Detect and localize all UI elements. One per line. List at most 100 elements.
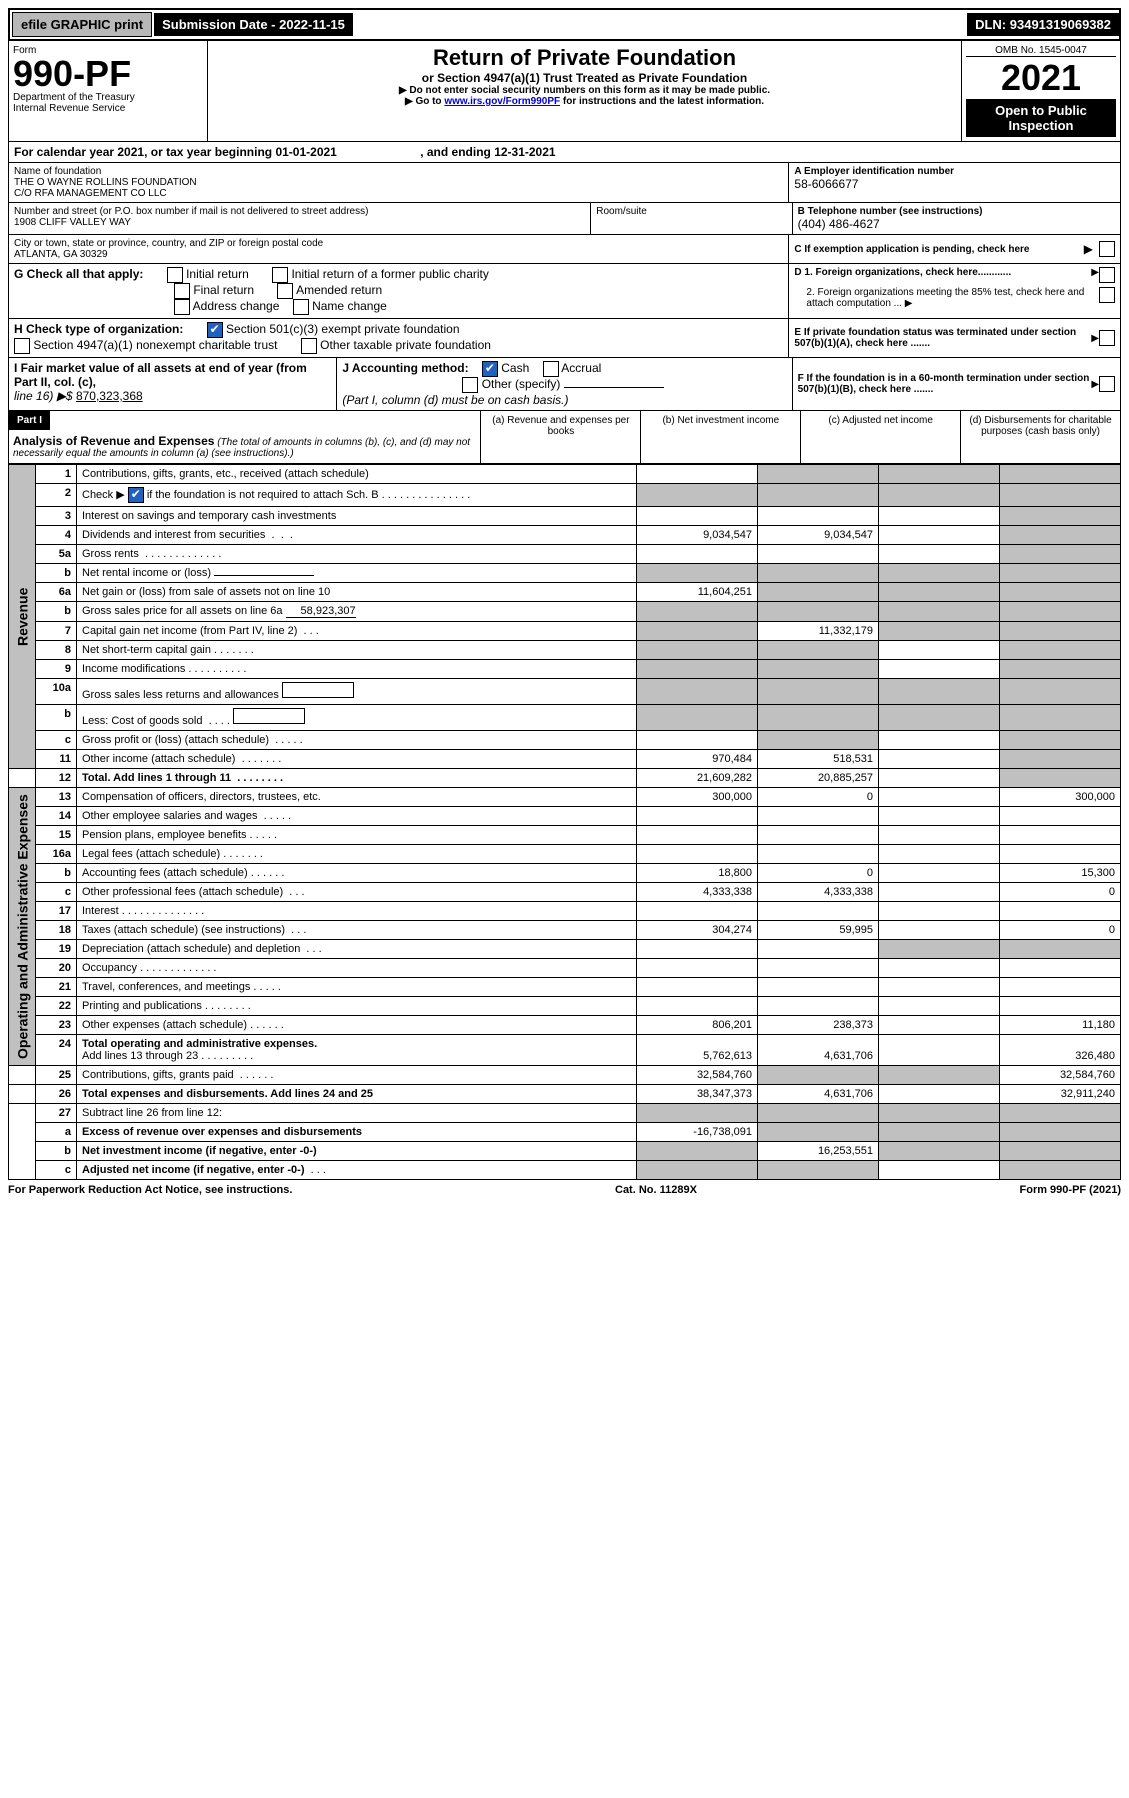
line-num: 8 (36, 641, 77, 660)
table-row: b Net rental income or (loss) (9, 564, 1121, 583)
table-row: b Less: Cost of goods sold . . . . (9, 705, 1121, 731)
line-num: 13 (36, 788, 77, 807)
h-4947-checkbox[interactable] (14, 338, 30, 354)
footer-mid: Cat. No. 11289X (615, 1184, 697, 1196)
line-num: 12 (36, 769, 77, 788)
line-num: 5a (36, 545, 77, 564)
l11-text: Other income (attach schedule) (82, 753, 235, 765)
l5a-text: Gross rents (82, 548, 139, 560)
g-opt4: Amended return (296, 283, 382, 297)
g-d-row: G Check all that apply: Initial return I… (8, 264, 1121, 319)
line-desc: Total operating and administrative expen… (77, 1035, 637, 1066)
table-row: 5a Gross rents . . . . . . . . . . . . . (9, 545, 1121, 564)
tax-year: 2021 (966, 57, 1116, 99)
j-note: (Part I, column (d) must be on cash basi… (342, 393, 568, 407)
cal-pre: For calendar year 2021, or tax year begi… (14, 145, 275, 159)
box-d2-checkbox[interactable] (1099, 287, 1115, 303)
dln-value: 93491319069382 (1010, 17, 1111, 32)
g-address-change-checkbox[interactable] (174, 299, 190, 315)
val-d: 326,480 (1000, 1035, 1121, 1066)
table-row: 19 Depreciation (attach schedule) and de… (9, 940, 1121, 959)
line-desc: Less: Cost of goods sold . . . . (77, 705, 637, 731)
table-row: 14 Other employee salaries and wages . .… (9, 807, 1121, 826)
val-d: 15,300 (1000, 864, 1121, 883)
l17-text: Interest (82, 905, 119, 917)
line-desc: Contributions, gifts, grants, etc., rece… (77, 465, 637, 484)
g-initial-return-checkbox[interactable] (167, 267, 183, 283)
line-num: c (36, 883, 77, 902)
table-row: a Excess of revenue over expenses and di… (9, 1123, 1121, 1142)
line-desc: Occupancy . . . . . . . . . . . . . (77, 959, 637, 978)
box-d1-label: D 1. Foreign organizations, check here..… (794, 267, 1091, 283)
cal-mid: , and ending (420, 145, 494, 159)
g-amended-checkbox[interactable] (277, 283, 293, 299)
line-desc: Net gain or (loss) from sale of assets n… (77, 583, 637, 602)
l21-text: Travel, conferences, and meetings (82, 981, 250, 993)
dln-label: DLN: (975, 17, 1006, 32)
efile-print-button[interactable]: efile GRAPHIC print (12, 12, 152, 37)
line-desc: Pension plans, employee benefits . . . .… (77, 826, 637, 845)
street-value: 1908 CLIFF VALLEY WAY (14, 217, 585, 228)
g-final-return-checkbox[interactable] (174, 283, 190, 299)
form990pf-link[interactable]: www.irs.gov/Form990PF (444, 96, 560, 107)
h-e-row: H Check type of organization: ✔ Section … (8, 319, 1121, 358)
box-i-value: 870,323,368 (76, 389, 143, 403)
table-row: 24 Total operating and administrative ex… (9, 1035, 1121, 1066)
l2-post: if the foundation is not required to att… (144, 489, 379, 501)
line-num: 17 (36, 902, 77, 921)
l18-text: Taxes (attach schedule) (see instruction… (82, 924, 285, 936)
h-501c3-checkbox[interactable]: ✔ (207, 322, 223, 338)
submission-date-label: Submission Date - 2022-11-15 (154, 13, 353, 36)
line-num: 15 (36, 826, 77, 845)
table-row: 25 Contributions, gifts, grants paid . .… (9, 1066, 1121, 1085)
g-opt2: Initial return of a former public charit… (291, 267, 488, 281)
l2-checkbox[interactable]: ✔ (128, 487, 144, 503)
line-desc: Interest on savings and temporary cash i… (77, 507, 637, 526)
table-row: 23 Other expenses (attach schedule) . . … (9, 1016, 1121, 1035)
table-row: Revenue 1 Contributions, gifts, grants, … (9, 465, 1121, 484)
j-cash-checkbox[interactable]: ✔ (482, 361, 498, 377)
g-name-change-checkbox[interactable] (293, 299, 309, 315)
revenue-side-label: Revenue (9, 465, 36, 769)
ein-value: 58-6066677 (794, 177, 1115, 191)
l6b-text: Gross sales price for all assets on line… (82, 605, 283, 617)
box-c-checkbox[interactable] (1099, 241, 1115, 257)
line-desc: Check ▶ ✔ if the foundation is not requi… (77, 484, 637, 507)
box-f-checkbox[interactable] (1099, 376, 1115, 392)
line-num: 23 (36, 1016, 77, 1035)
line-num: 9 (36, 660, 77, 679)
table-row: 3 Interest on savings and temporary cash… (9, 507, 1121, 526)
line-num: 6a (36, 583, 77, 602)
line-desc: Net rental income or (loss) (77, 564, 637, 583)
j-accrual-checkbox[interactable] (543, 361, 559, 377)
val-b: 238,373 (758, 1016, 879, 1035)
g-opt3: Final return (193, 283, 254, 297)
city-c-row: City or town, state or province, country… (8, 235, 1121, 264)
table-row: 21 Travel, conferences, and meetings . .… (9, 978, 1121, 997)
l14-text: Other employee salaries and wages (82, 810, 257, 822)
g-initial-former-checkbox[interactable] (272, 267, 288, 283)
form-header: Form 990-PF Department of the Treasury I… (8, 41, 1121, 142)
header-center: Return of Private Foundation or Section … (208, 41, 961, 141)
line-desc: Total expenses and disbursements. Add li… (77, 1085, 637, 1104)
line-desc: Net short-term capital gain . . . . . . … (77, 641, 637, 660)
ein-label: A Employer identification number (794, 166, 1115, 177)
line-desc: Contributions, gifts, grants paid . . . … (77, 1066, 637, 1085)
box-e-checkbox[interactable] (1099, 330, 1115, 346)
table-row: b Accounting fees (attach schedule) . . … (9, 864, 1121, 883)
val-d: 0 (1000, 883, 1121, 902)
l15-text: Pension plans, employee benefits (82, 829, 247, 841)
val-a (637, 465, 758, 484)
table-row: 12 Total. Add lines 1 through 11 . . . .… (9, 769, 1121, 788)
h-other-checkbox[interactable] (301, 338, 317, 354)
i-j-f-row: I Fair market value of all assets at end… (8, 358, 1121, 411)
l4-text: Dividends and interest from securities (82, 529, 265, 541)
j-accrual: Accrual (561, 361, 601, 375)
line-desc: Gross sales price for all assets on line… (77, 602, 637, 622)
calendar-year-row: For calendar year 2021, or tax year begi… (8, 142, 1121, 163)
part1-label: Part I (9, 411, 50, 430)
omb-number: OMB No. 1545-0047 (966, 45, 1116, 57)
j-other-checkbox[interactable] (462, 377, 478, 393)
box-d1-checkbox[interactable] (1099, 267, 1115, 283)
header-left: Form 990-PF Department of the Treasury I… (9, 41, 208, 141)
